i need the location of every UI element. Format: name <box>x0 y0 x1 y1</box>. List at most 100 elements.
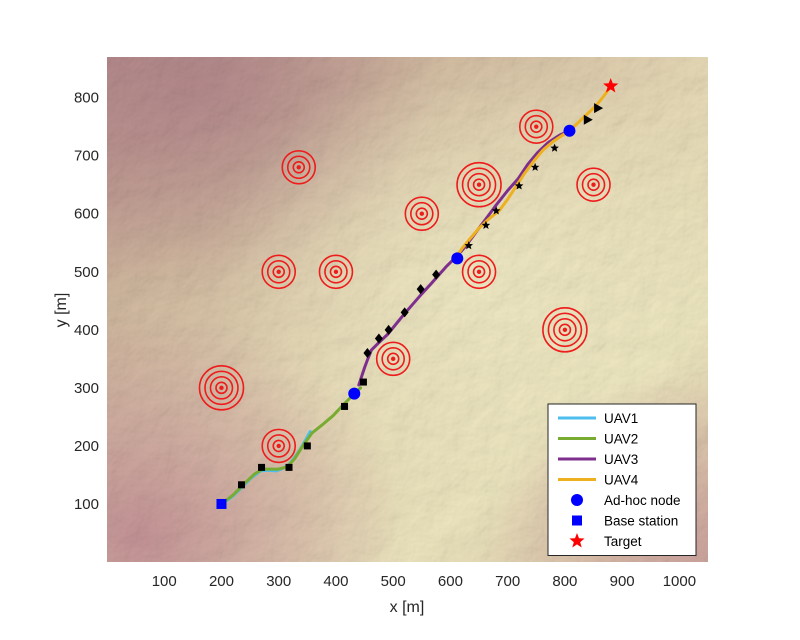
waypoint-markers <box>238 103 604 489</box>
threat-zone-11 <box>198 365 245 411</box>
threat-center <box>276 443 281 449</box>
legend-label: UAV4 <box>604 473 639 488</box>
threat-ring <box>581 172 606 197</box>
threat-zone-12 <box>261 428 297 464</box>
waypoint-diamond <box>384 324 393 335</box>
adhoc-node-marker <box>451 252 464 265</box>
x-tick-label: 500 <box>381 573 406 590</box>
legend-item: UAV4 <box>558 473 639 488</box>
threat-ring <box>404 196 440 232</box>
threat-ring <box>587 178 600 192</box>
legend-item: UAV1 <box>558 411 638 426</box>
threat-ring <box>329 265 343 279</box>
threat-ring <box>209 376 234 400</box>
threat-center <box>562 327 568 333</box>
threat-ring <box>272 439 286 453</box>
x-tick-label: 700 <box>495 573 520 590</box>
threat-ring <box>286 155 311 180</box>
y-tick-label: 400 <box>74 322 99 339</box>
threat-ring <box>386 352 400 366</box>
threat-ring <box>198 365 245 411</box>
legend-circle-swatch <box>571 494 583 506</box>
legend-star-swatch <box>569 533 585 548</box>
threat-center <box>333 269 339 274</box>
legend-item: Target <box>569 533 642 549</box>
threat-center <box>476 269 482 274</box>
legend-item: Base station <box>572 514 678 529</box>
threat-ring <box>318 254 354 290</box>
threat-ring <box>461 254 497 290</box>
threat-zone-9 <box>542 307 588 353</box>
threat-zone-7 <box>318 254 354 290</box>
x-tick-label: 900 <box>610 573 635 590</box>
threat-ring <box>381 347 405 371</box>
waypoint-square <box>303 442 311 450</box>
threat-ring <box>558 323 572 337</box>
path-uav4 <box>455 84 613 257</box>
waypoint-star <box>550 143 559 152</box>
threat-zone-2 <box>404 196 440 232</box>
threat-center <box>591 182 596 187</box>
legend-label: UAV2 <box>604 432 638 447</box>
y-tick-label: 500 <box>74 264 99 281</box>
waypoint-star <box>514 181 524 190</box>
waypoint-diamond <box>432 269 441 280</box>
threat-ring <box>204 370 239 406</box>
waypoint-diamond <box>416 284 425 295</box>
waypoint-square <box>258 463 266 471</box>
waypoint-triangle <box>583 114 593 125</box>
waypoint-diamond <box>374 333 383 344</box>
threat-ring <box>456 161 502 208</box>
threat-center <box>219 385 224 391</box>
y-tick-label: 700 <box>74 148 99 165</box>
threat-zone-3 <box>456 161 502 208</box>
legend-label: Target <box>604 534 642 549</box>
threat-ring <box>518 109 554 144</box>
y-tick-label: 600 <box>74 206 99 223</box>
threat-ring <box>415 207 429 221</box>
threat-ring <box>266 259 291 284</box>
threat-ring <box>281 149 317 185</box>
target-marker <box>603 78 619 93</box>
waypoint-triangle <box>594 103 604 114</box>
threat-ring <box>547 312 583 348</box>
threat-ring <box>272 265 286 279</box>
x-tick-label: 100 <box>152 573 177 590</box>
threat-ring <box>467 172 491 197</box>
threat-ring <box>542 307 588 353</box>
threat-ring <box>261 428 297 464</box>
threat-center <box>476 182 482 187</box>
legend-item: UAV3 <box>558 452 638 467</box>
y-tick-label: 200 <box>74 438 99 455</box>
legend-item: Ad-hoc node <box>571 493 681 508</box>
x-tick-label: 1000 <box>663 573 696 590</box>
y-axis-ticks: 100 200 300 400 500 600 700 800 <box>74 90 99 513</box>
threat-ring <box>266 434 291 458</box>
threat-zone-4 <box>518 109 554 144</box>
waypoint-square <box>341 402 349 410</box>
base-station-marker <box>216 498 227 509</box>
waypoint-star <box>530 162 540 171</box>
threat-zones <box>198 109 611 464</box>
legend-label: Base station <box>604 514 678 529</box>
threat-center <box>390 356 396 362</box>
waypoint-square <box>359 378 367 386</box>
y-axis-label: y [m] <box>53 293 70 328</box>
threat-ring <box>410 201 434 226</box>
y-tick-label: 300 <box>74 380 99 397</box>
threat-ring <box>292 160 306 174</box>
threat-ring <box>529 120 543 133</box>
adhoc-node-marker <box>563 124 576 137</box>
threat-ring <box>576 167 611 203</box>
waypoint-star <box>464 241 473 250</box>
threat-center <box>276 269 281 274</box>
legend-label: Ad-hoc node <box>604 493 681 508</box>
waypoint-square <box>285 463 293 471</box>
threat-ring <box>261 254 297 290</box>
waypoint-star <box>491 206 501 215</box>
waypoint-square <box>238 481 246 489</box>
threat-center <box>419 211 425 216</box>
special-markers <box>216 78 619 509</box>
y-tick-label: 100 <box>74 496 99 513</box>
